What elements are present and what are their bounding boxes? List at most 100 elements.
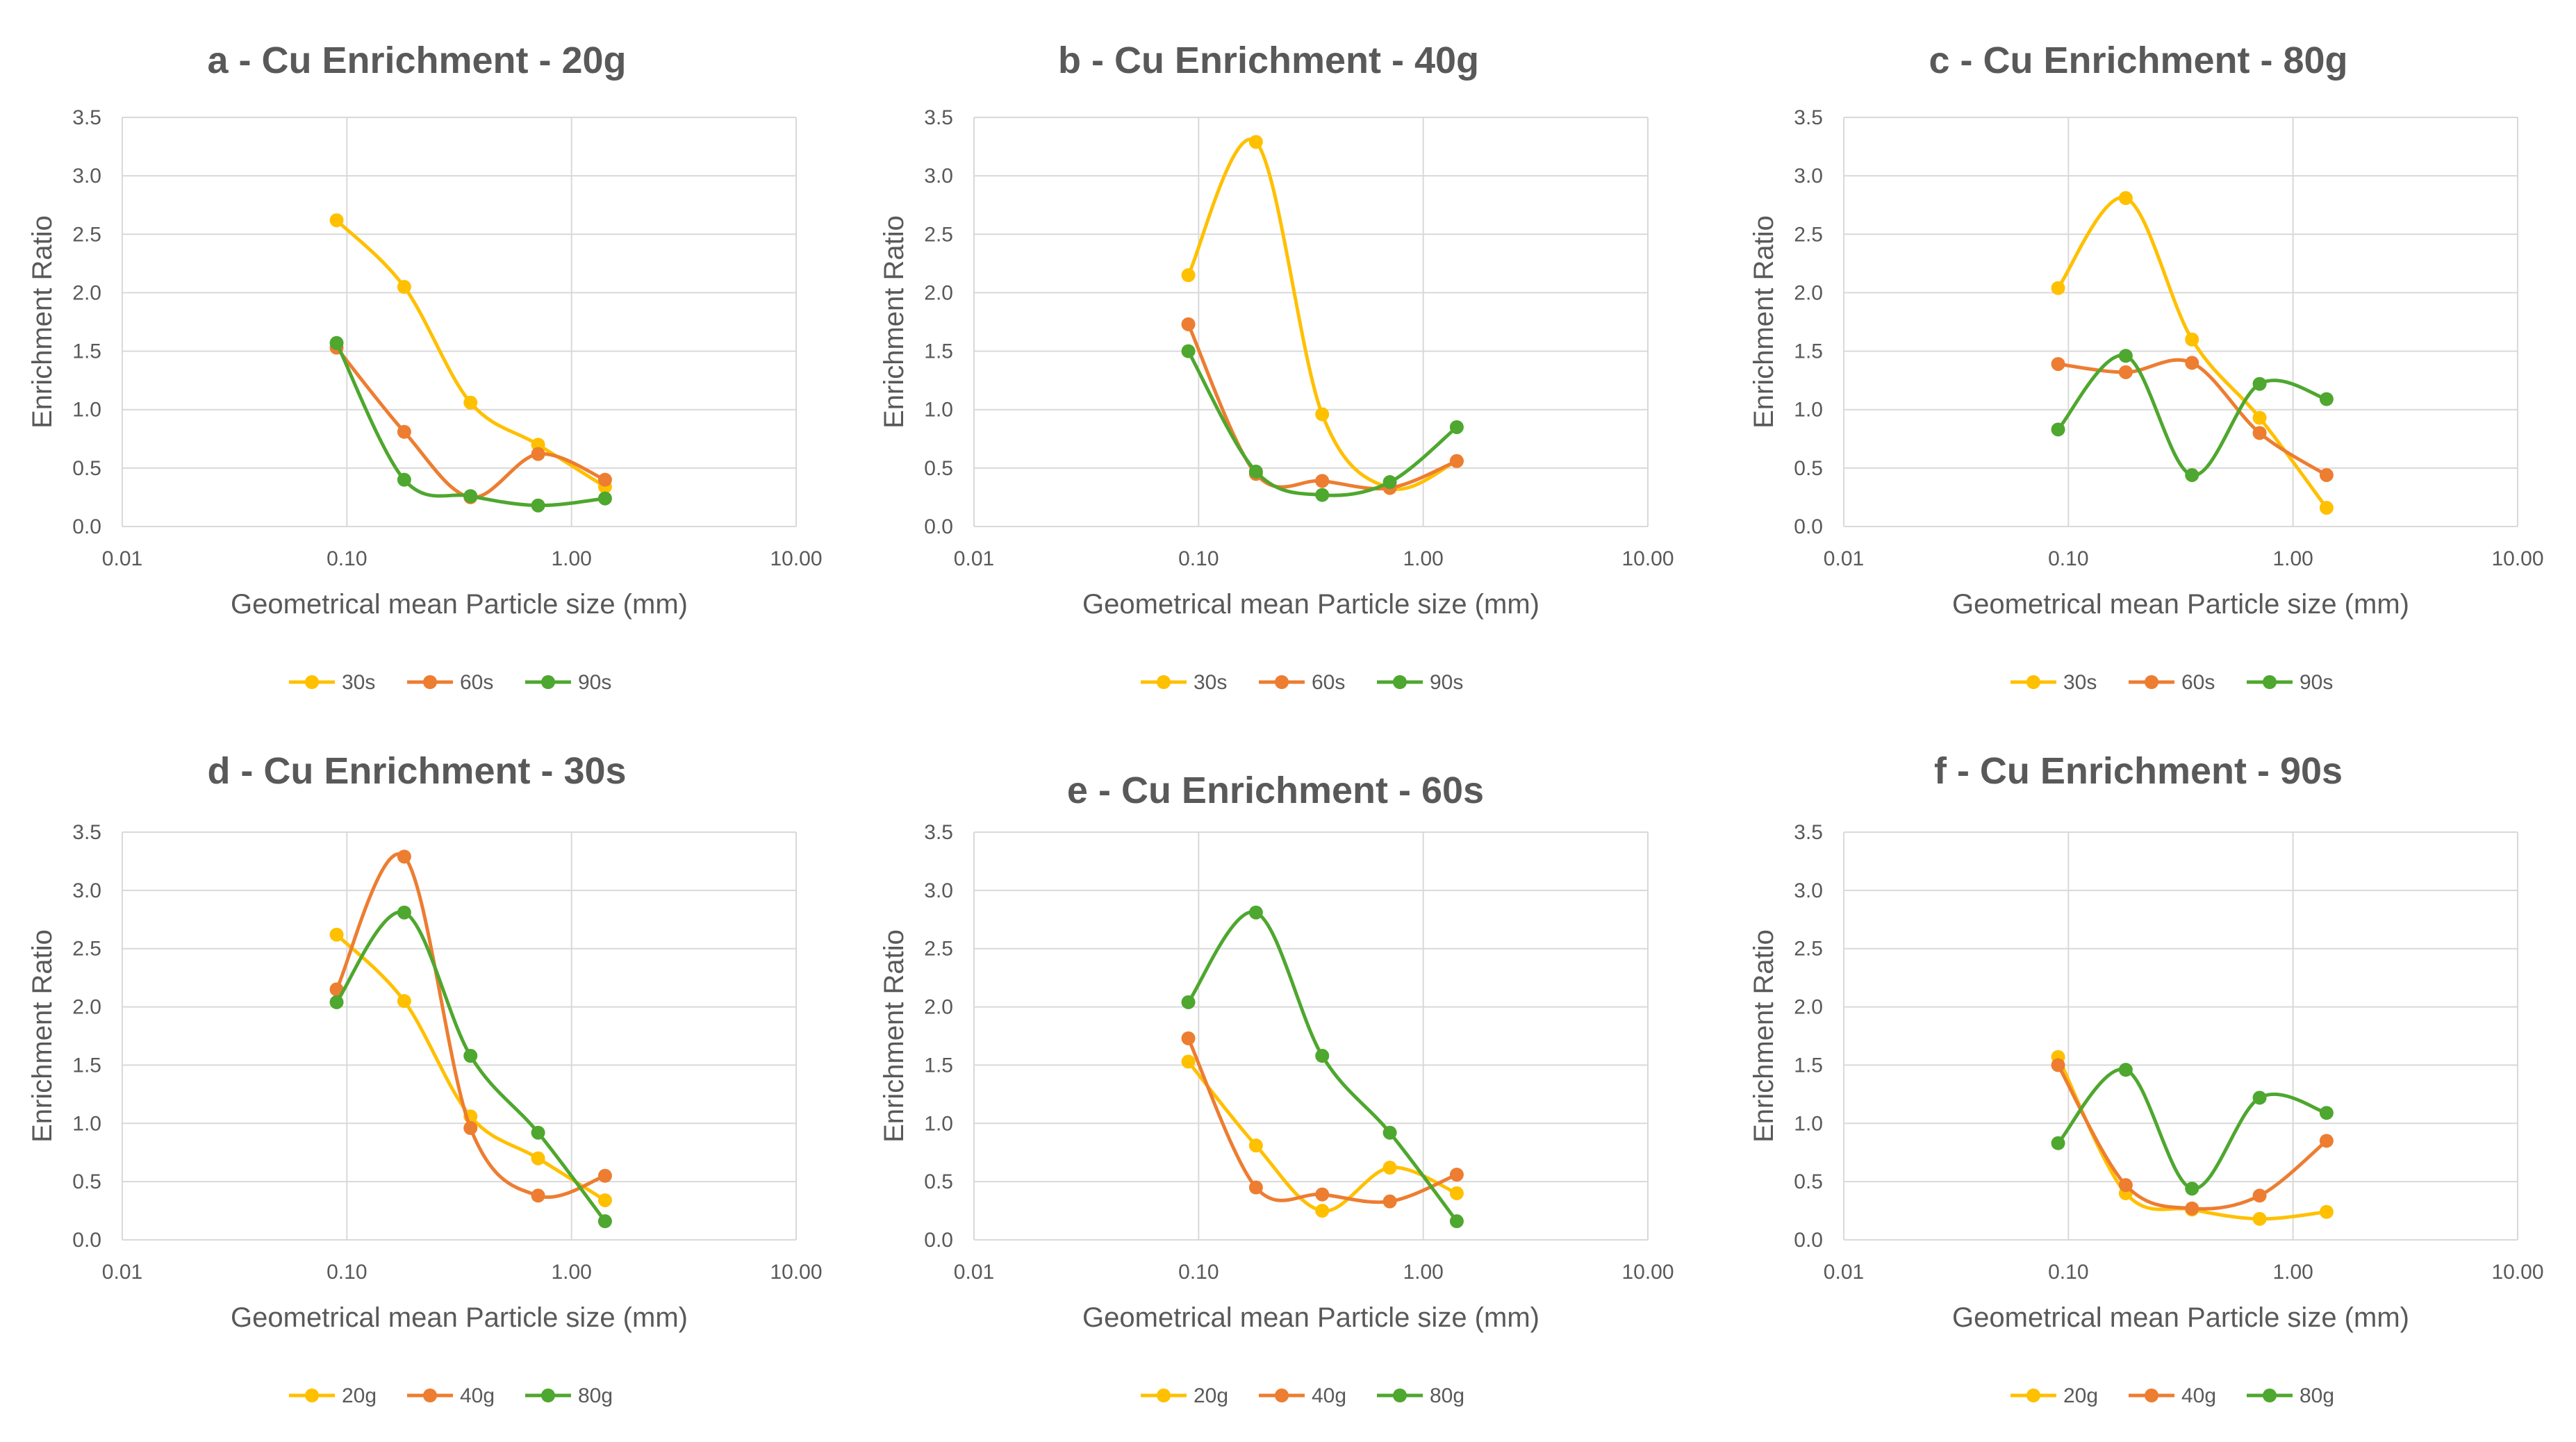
data-point-40g	[597, 1168, 612, 1183]
y-axis-label: Enrichment Ratio	[1749, 929, 1779, 1143]
data-point-80g	[2252, 1091, 2267, 1105]
y-tick-label: 0.5	[924, 457, 953, 480]
legend-item-30s: 30s	[1141, 671, 1227, 694]
data-point-90s	[531, 498, 545, 513]
legend-item-40g: 40g	[1259, 1384, 1346, 1407]
data-point-20g	[1248, 1138, 1263, 1153]
x-tick-label: 0.01	[1824, 1261, 1864, 1284]
y-tick-label: 1.5	[1794, 1054, 1823, 1077]
data-point-90s	[1449, 420, 1464, 434]
x-tick-label: 10.00	[1621, 1261, 1674, 1284]
x-tick-label: 1.00	[2272, 1261, 2313, 1284]
data-point-20g	[1181, 1054, 1196, 1069]
legend-marker	[1275, 675, 1289, 689]
legend-marker	[1393, 1389, 1407, 1402]
y-tick-label: 1.5	[72, 1054, 101, 1077]
legend-marker	[2026, 675, 2040, 689]
data-point-60s	[2118, 365, 2133, 379]
legend-label: 90s	[1430, 671, 1463, 694]
data-point-40g	[531, 1188, 545, 1203]
data-point-90s	[397, 472, 411, 487]
y-tick-label: 0.0	[924, 515, 953, 538]
data-point-20g	[329, 927, 344, 942]
legend-item-60s: 60s	[407, 671, 493, 694]
y-tick-label: 2.0	[1794, 996, 1823, 1019]
data-point-90s	[1315, 488, 1330, 502]
data-point-80g	[329, 995, 344, 1009]
y-tick-label: 2.0	[924, 281, 953, 304]
y-axis-label: Enrichment Ratio	[27, 215, 58, 429]
y-tick-label: 3.0	[1794, 165, 1823, 188]
data-point-60s	[531, 447, 545, 461]
chart-title: f - Cu Enrichment - 90s	[1934, 750, 2343, 792]
y-tick-label: 3.0	[1794, 879, 1823, 902]
legend-marker	[423, 1389, 437, 1402]
x-tick-label: 0.10	[327, 547, 367, 570]
legend-marker	[541, 675, 555, 689]
y-tick-label: 3.0	[72, 165, 101, 188]
y-tick-label: 3.5	[72, 106, 101, 129]
x-tick-label: 1.00	[551, 1261, 591, 1284]
data-point-80g	[463, 1049, 478, 1063]
y-axis-label: Enrichment Ratio	[879, 215, 909, 429]
data-point-30s	[1315, 407, 1330, 422]
x-axis-label: Geometrical mean Particle size (mm)	[1082, 1302, 1539, 1333]
chart-title: e - Cu Enrichment - 60s	[1067, 770, 1484, 811]
y-tick-label: 1.5	[1794, 340, 1823, 363]
x-tick-label: 10.00	[2491, 547, 2543, 570]
legend-marker	[305, 1389, 319, 1402]
data-point-90s	[597, 491, 612, 506]
legend-marker	[1393, 675, 1407, 689]
data-point-20g	[397, 994, 411, 1009]
data-point-40g	[2118, 1178, 2133, 1193]
legend-label: 40g	[460, 1384, 495, 1407]
data-point-90s	[1382, 475, 1397, 490]
series-line-30s	[2056, 195, 2329, 510]
x-tick-label: 0.10	[1178, 1261, 1219, 1284]
chart-panel-e: e - Cu Enrichment - 60s 0.0 0.5 1.0 1.5 2.0 2.…	[879, 770, 1674, 1407]
chart-panel-b: b - Cu Enrichment - 40g 0.0 0.5 1.0 1.5 2.0 2.…	[879, 40, 1674, 694]
y-axis-label: Enrichment Ratio	[879, 929, 909, 1143]
legend-label: 90s	[2300, 671, 2333, 694]
legend-item-80g: 80g	[2247, 1384, 2334, 1407]
legend-marker	[2026, 1389, 2040, 1402]
x-tick-label: 10.00	[770, 1261, 822, 1284]
data-point-90s	[2319, 392, 2334, 406]
data-point-90s	[1248, 464, 1263, 479]
legend-label: 60s	[2181, 671, 2215, 694]
chart-panel-c: c - Cu Enrichment - 80g 0.0 0.5 1.0 1.5 2.0 2.…	[1749, 40, 2544, 694]
data-point-60s	[2252, 426, 2267, 440]
y-tick-label: 1.5	[924, 1054, 953, 1077]
legend-item-30s: 30s	[289, 671, 375, 694]
legend-marker	[2145, 675, 2158, 689]
y-tick-label: 0.5	[924, 1170, 953, 1193]
data-point-40g	[1449, 1168, 1464, 1182]
data-point-30s	[2319, 501, 2334, 515]
data-point-80g	[1449, 1214, 1464, 1229]
x-tick-label: 10.00	[770, 547, 822, 570]
data-point-90s	[1181, 344, 1196, 358]
y-tick-label: 2.5	[72, 938, 101, 961]
x-axis-label: Geometrical mean Particle size (mm)	[231, 589, 688, 620]
x-tick-label: 0.01	[954, 547, 994, 570]
legend-label: 60s	[1312, 671, 1345, 694]
data-point-80g	[1248, 905, 1263, 920]
data-point-60s	[397, 424, 411, 439]
data-point-30s	[1181, 268, 1196, 283]
x-axis-label: Geometrical mean Particle size (mm)	[1952, 1302, 2409, 1333]
data-point-40g	[1315, 1187, 1330, 1202]
legend-item-60s: 60s	[1259, 671, 1345, 694]
data-point-20g	[2319, 1204, 2334, 1219]
y-tick-label: 0.5	[1794, 1170, 1823, 1193]
data-point-80g	[397, 905, 411, 920]
y-tick-label: 1.5	[924, 340, 953, 363]
y-tick-label: 1.0	[1794, 1112, 1823, 1135]
data-point-30s	[463, 395, 478, 410]
y-tick-label: 3.0	[924, 165, 953, 188]
data-point-80g	[531, 1125, 545, 1140]
y-tick-label: 1.0	[924, 1112, 953, 1135]
y-axis-label: Enrichment Ratio	[1749, 215, 1779, 429]
data-point-40g	[1181, 1031, 1196, 1045]
data-point-90s	[2185, 467, 2199, 482]
data-point-90s	[2118, 349, 2133, 363]
